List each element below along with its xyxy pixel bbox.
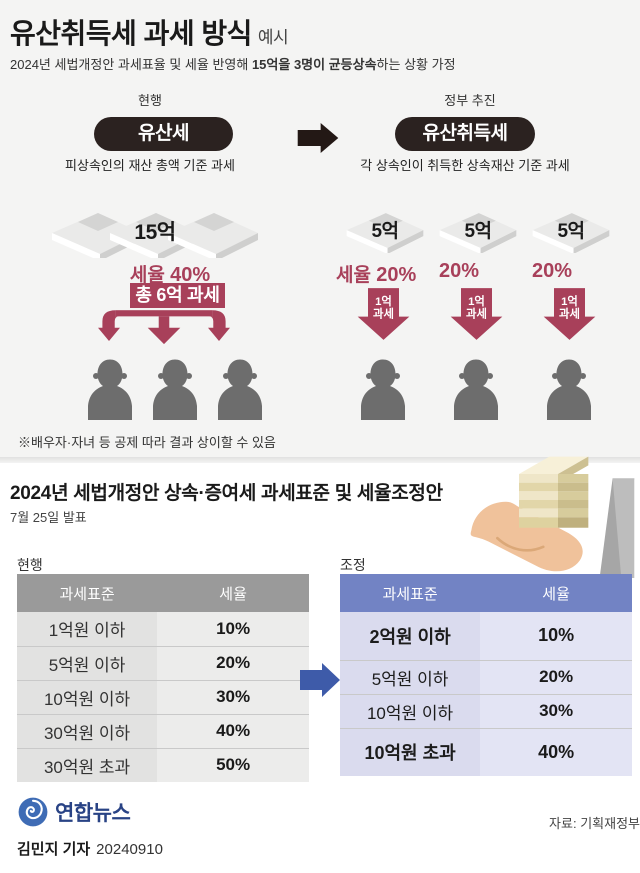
svg-text:1억: 1억: [561, 295, 578, 308]
svg-text:1억: 1억: [375, 295, 392, 308]
svg-text:1억: 1억: [468, 295, 485, 308]
svg-text:과세: 과세: [466, 307, 487, 321]
svg-text:과세: 과세: [373, 307, 394, 321]
svg-text:과세: 과세: [559, 307, 580, 321]
